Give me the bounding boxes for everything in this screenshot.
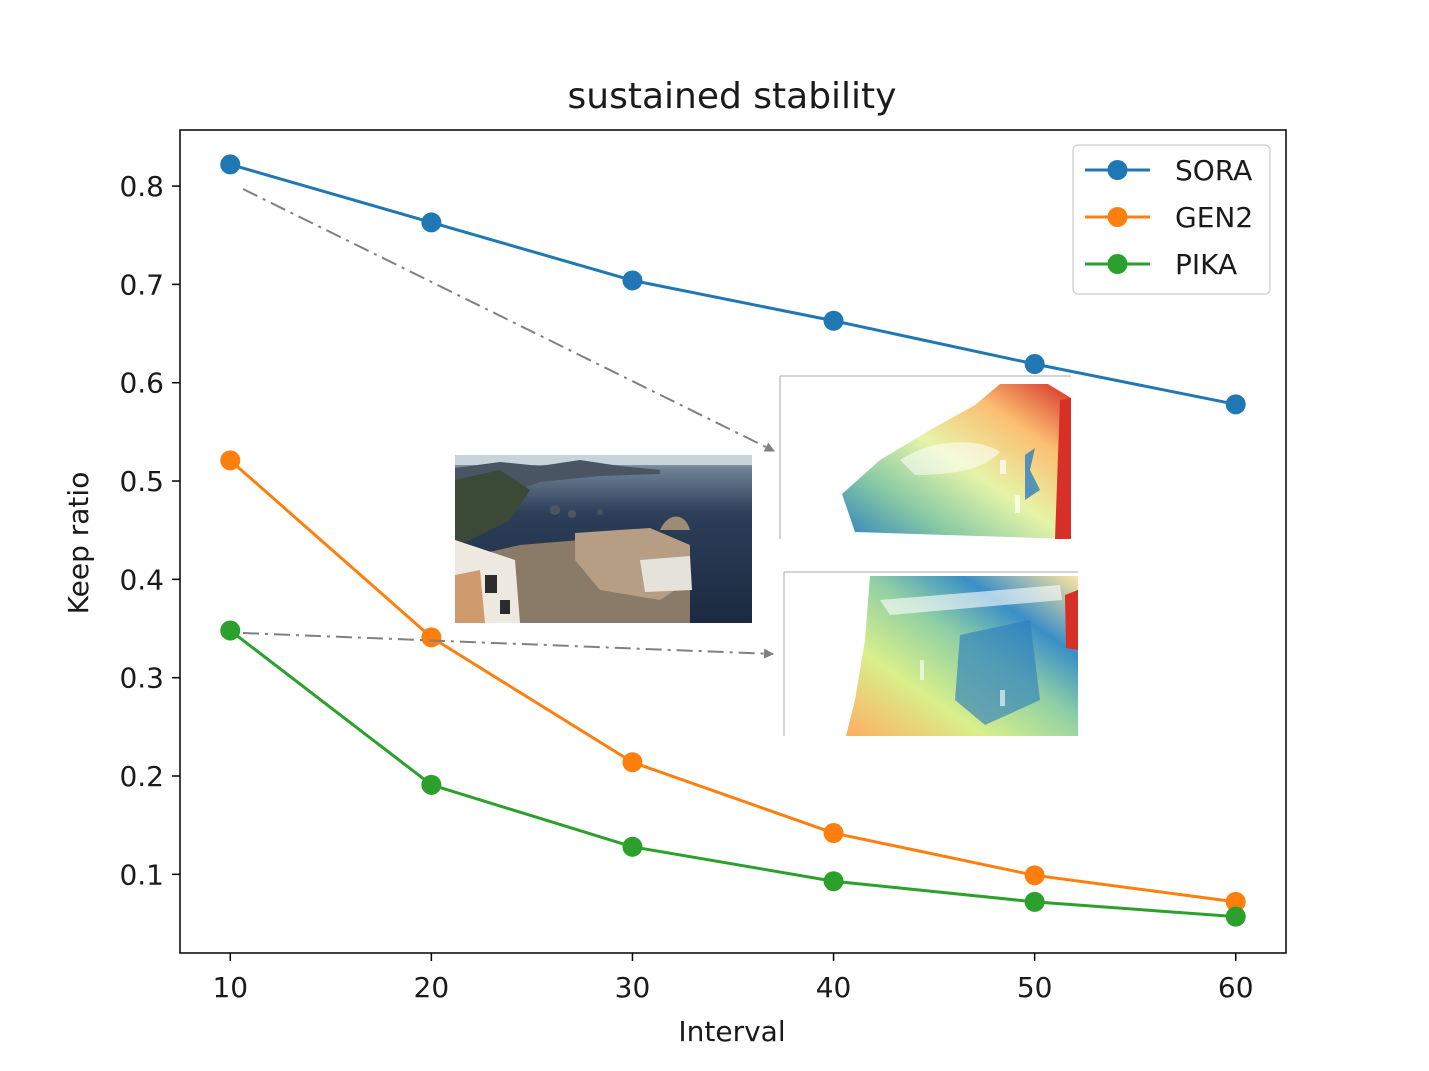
data-point-gen2 bbox=[421, 627, 442, 648]
data-point-pika bbox=[823, 871, 844, 892]
data-point-sora bbox=[1225, 394, 1246, 415]
y-tick-label: 0.4 bbox=[119, 563, 164, 596]
y-tick-label: 0.1 bbox=[119, 858, 164, 891]
legend-label-pika: PIKA bbox=[1175, 248, 1237, 281]
x-tick-label: 10 bbox=[212, 971, 248, 1004]
legend-marker-pika bbox=[1107, 254, 1128, 274]
x-axis-label: Interval bbox=[678, 1015, 785, 1048]
data-point-sora bbox=[622, 270, 643, 291]
x-tick-label: 40 bbox=[816, 971, 852, 1004]
x-tick-label: 30 bbox=[615, 971, 651, 1004]
x-tick-label: 60 bbox=[1218, 971, 1254, 1004]
data-point-pika bbox=[220, 620, 241, 641]
data-point-sora bbox=[1024, 354, 1045, 375]
y-tick-label: 0.6 bbox=[119, 367, 164, 400]
legend-label-gen2: GEN2 bbox=[1175, 201, 1253, 234]
data-point-sora bbox=[220, 154, 241, 175]
x-tick-label: 50 bbox=[1017, 971, 1053, 1004]
y-tick-label: 0.8 bbox=[119, 170, 164, 203]
data-point-gen2 bbox=[1225, 891, 1246, 912]
data-point-pika bbox=[1024, 891, 1045, 912]
depth-map-bottom bbox=[783, 571, 1078, 736]
legend-marker-sora bbox=[1107, 160, 1128, 180]
coastal-video-frame bbox=[455, 455, 752, 623]
y-ticks: 0.1 0.2 0.3 0.4 0.5 0.6 0.7 0.8 bbox=[119, 170, 180, 891]
y-tick-label: 0.7 bbox=[119, 268, 164, 301]
chart-title: sustained stability bbox=[568, 76, 897, 117]
depth-map-top bbox=[779, 375, 1071, 539]
series-line-pika bbox=[229, 629, 1236, 919]
y-tick-label: 0.3 bbox=[119, 662, 164, 695]
data-point-gen2 bbox=[622, 752, 643, 773]
y-axis-label: Keep ratio bbox=[62, 472, 95, 615]
data-point-pika bbox=[1225, 906, 1246, 927]
series-line-sora bbox=[229, 162, 1237, 406]
data-point-gen2 bbox=[823, 823, 844, 844]
legend-marker-gen2 bbox=[1107, 207, 1128, 227]
annotations bbox=[242, 188, 775, 659]
legend: SORA GEN2 PIKA bbox=[1072, 144, 1271, 295]
data-point-pika bbox=[421, 774, 442, 795]
data-point-sora bbox=[823, 310, 844, 331]
data-point-gen2 bbox=[1024, 865, 1045, 886]
y-tick-label: 0.2 bbox=[119, 760, 164, 793]
plot-frame bbox=[179, 129, 1287, 954]
x-tick-label: 20 bbox=[414, 971, 450, 1004]
x-ticks: 10 20 30 40 50 60 bbox=[212, 953, 1254, 1004]
series-layer bbox=[220, 154, 1246, 927]
annotation-arrow-pika bbox=[242, 632, 774, 659]
series-line-gen2 bbox=[229, 459, 1236, 904]
data-point-pika bbox=[622, 836, 643, 857]
y-tick-label: 0.5 bbox=[119, 465, 164, 498]
data-point-sora bbox=[421, 212, 442, 233]
data-point-gen2 bbox=[220, 450, 241, 471]
annotation-arrow-sora bbox=[242, 188, 775, 452]
legend-label-sora: SORA bbox=[1175, 154, 1252, 187]
